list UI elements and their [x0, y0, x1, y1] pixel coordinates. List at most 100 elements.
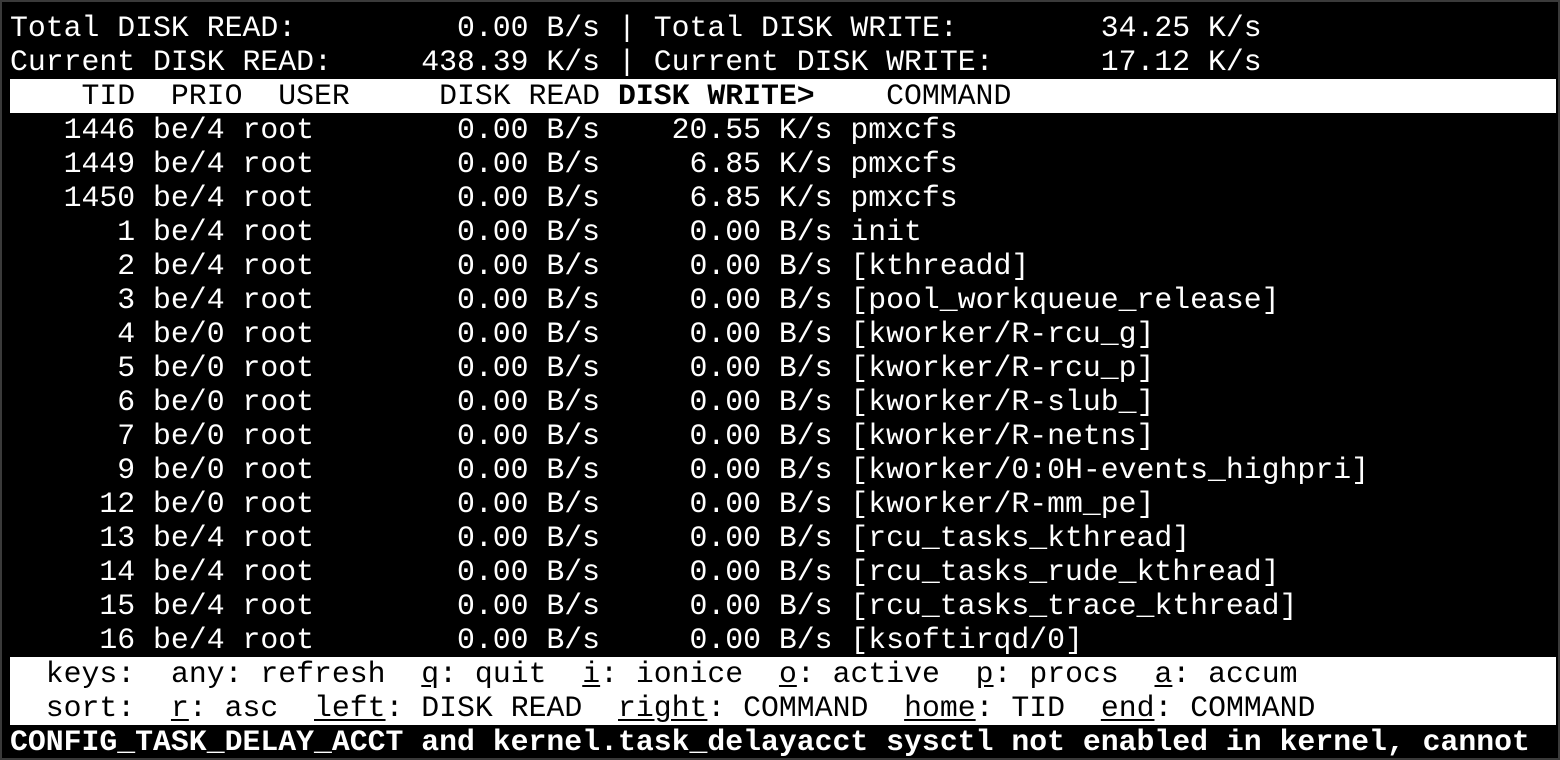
hotkey-description: : active [796, 657, 940, 691]
cell-pid: 15 [99, 589, 136, 623]
cell-pid: 5 [117, 351, 136, 385]
cell-command: [rcu_tasks_trace_kthread] [850, 589, 1298, 623]
total-read-label: Total DISK READ: [10, 11, 297, 45]
cell-user: root [242, 623, 314, 657]
process-row[interactable]: 14 be/4 root 0.00 B/s 0.00 B/s [rcu_task… [10, 555, 1558, 589]
process-row[interactable]: 3 be/4 root 0.00 B/s 0.00 B/s [pool_work… [10, 283, 1558, 317]
hotkey: q [421, 657, 440, 691]
hotkey: end [1100, 691, 1155, 725]
keys-item[interactable]: p: procs [976, 657, 1119, 691]
hotkey: o [778, 657, 797, 691]
cell-prio: be/4 [153, 589, 225, 623]
cell-prio: be/4 [153, 215, 225, 249]
cell-disk-write: 0.00 B/s [689, 521, 833, 555]
cell-disk-read: 0.00 B/s [457, 623, 601, 657]
sort-item[interactable]: home: TID [904, 691, 1065, 725]
cell-pid: 13 [99, 521, 136, 555]
cell-pid: 1450 [63, 181, 136, 215]
separator: | [617, 11, 636, 45]
hotkey: a [1154, 657, 1173, 691]
hotkey-description: : asc [188, 691, 279, 725]
hotkey: p [975, 657, 994, 691]
cell-disk-write: 0.00 B/s [689, 487, 833, 521]
keys-label: keys: [45, 657, 136, 691]
cell-disk-read: 0.00 B/s [457, 385, 601, 419]
process-row[interactable]: 1450 be/4 root 0.00 B/s 6.85 K/s pmxcfs [10, 181, 1558, 215]
cell-prio: be/4 [153, 623, 225, 657]
sort-item[interactable]: left: DISK READ [314, 691, 582, 725]
cell-disk-read: 0.00 B/s [457, 487, 601, 521]
process-row[interactable]: 12 be/0 root 0.00 B/s 0.00 B/s [kworker/… [10, 487, 1558, 521]
cell-disk-read: 0.00 B/s [457, 453, 601, 487]
cell-pid: 1449 [63, 147, 136, 181]
cell-user: root [242, 317, 314, 351]
cell-user: root [242, 215, 314, 249]
cell-disk-read: 0.00 B/s [457, 351, 601, 385]
col-disk-write-sorted[interactable]: DISK WRITE> [617, 79, 815, 113]
process-row[interactable]: 5 be/0 root 0.00 B/s 0.00 B/s [kworker/R… [10, 351, 1558, 385]
col-command[interactable]: COMMAND [886, 79, 1012, 113]
process-row[interactable]: 2 be/4 root 0.00 B/s 0.00 B/s [kthreadd] [10, 249, 1558, 283]
cell-prio: be/4 [153, 181, 225, 215]
cell-disk-write: 0.00 B/s [689, 589, 833, 623]
keys-item[interactable]: o: active [779, 657, 940, 691]
cell-disk-read: 0.00 B/s [457, 113, 601, 147]
sort-item[interactable]: r: asc [171, 691, 278, 725]
cell-prio: be/0 [153, 385, 225, 419]
col-disk-read[interactable]: DISK READ [439, 79, 601, 113]
process-row[interactable]: 1446 be/4 root 0.00 B/s 20.55 K/s pmxcfs [10, 113, 1558, 147]
cell-pid: 1446 [63, 113, 136, 147]
cell-command: [kworker/0:0H-events_highpri] [850, 453, 1369, 487]
cell-pid: 4 [117, 317, 136, 351]
cell-disk-write: 0.00 B/s [689, 283, 833, 317]
current-read-label: Current DISK READ: [10, 45, 332, 79]
sort-item[interactable]: end: COMMAND [1101, 691, 1316, 725]
sort-item[interactable]: right: COMMAND [618, 691, 868, 725]
cell-prio: be/0 [153, 419, 225, 453]
keys-item[interactable]: q: quit [421, 657, 546, 691]
cell-disk-read: 0.00 B/s [457, 215, 601, 249]
cell-disk-read: 0.00 B/s [457, 181, 601, 215]
hotkey: i [582, 657, 601, 691]
cell-user: root [242, 249, 314, 283]
process-row[interactable]: 7 be/0 root 0.00 B/s 0.00 B/s [kworker/R… [10, 419, 1558, 453]
process-row[interactable]: 16 be/4 root 0.00 B/s 0.00 B/s [ksoftirq… [10, 623, 1558, 657]
process-row[interactable]: 15 be/4 root 0.00 B/s 0.00 B/s [rcu_task… [10, 589, 1558, 623]
cell-command: [rcu_tasks_rude_kthread] [850, 555, 1280, 589]
process-row[interactable]: 13 be/4 root 0.00 B/s 0.00 B/s [rcu_task… [10, 521, 1558, 555]
cell-disk-write: 0.00 B/s [689, 555, 833, 589]
cell-prio: be/0 [153, 453, 225, 487]
current-write-value: 17.12 K/s [1100, 45, 1262, 79]
cell-command: [kthreadd] [850, 249, 1030, 283]
col-prio[interactable]: PRIO [170, 79, 243, 113]
cell-user: root [242, 555, 314, 589]
process-row[interactable]: 9 be/0 root 0.00 B/s 0.00 B/s [kworker/0… [10, 453, 1558, 487]
cell-pid: 1 [117, 215, 136, 249]
current-read-value: 438.39 K/s [421, 45, 601, 79]
cell-disk-write: 0.00 B/s [689, 419, 833, 453]
process-row[interactable]: 4 be/0 root 0.00 B/s 0.00 B/s [kworker/R… [10, 317, 1558, 351]
cell-disk-write: 0.00 B/s [689, 249, 833, 283]
cell-disk-write: 0.00 B/s [689, 215, 833, 249]
hotkey-description: : COMMAND [1154, 691, 1316, 725]
hotkey: right [618, 691, 708, 725]
hotkey-description: : TID [975, 691, 1066, 725]
cell-prio: be/0 [153, 487, 225, 521]
status-message: CONFIG_TASK_DELAY_ACCT and kernel.task_d… [10, 725, 1530, 759]
process-row[interactable]: 1 be/4 root 0.00 B/s 0.00 B/s init [10, 215, 1558, 249]
hotkey-description: : DISK READ [385, 691, 583, 725]
cell-command: [pool_workqueue_release] [850, 283, 1280, 317]
col-tid[interactable]: TID [81, 79, 136, 113]
cell-disk-write: 6.85 K/s [689, 181, 833, 215]
keys-item[interactable]: a: accum [1155, 657, 1298, 691]
process-row[interactable]: 6 be/0 root 0.00 B/s 0.00 B/s [kworker/R… [10, 385, 1558, 419]
cell-command: [kworker/R-rcu_p] [850, 351, 1155, 385]
sort-label: sort: [45, 691, 136, 725]
col-user[interactable]: USER [278, 79, 350, 113]
process-row[interactable]: 1449 be/4 root 0.00 B/s 6.85 K/s pmxcfs [10, 147, 1558, 181]
cell-disk-read: 0.00 B/s [457, 555, 601, 589]
keys-item[interactable]: i: ionice [582, 657, 743, 691]
keys-item[interactable]: any: refresh [171, 657, 386, 691]
cell-disk-read: 0.00 B/s [457, 147, 601, 181]
